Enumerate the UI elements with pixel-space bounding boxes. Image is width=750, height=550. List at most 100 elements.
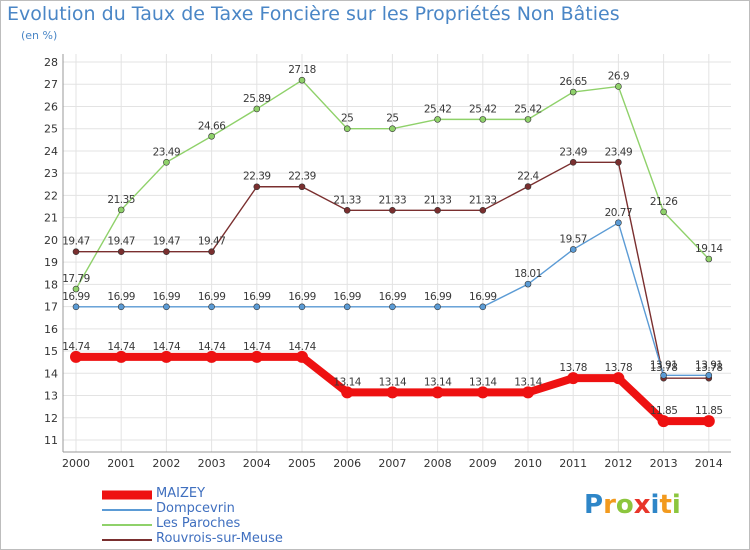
y-tick-label: 12 — [44, 412, 58, 425]
point-maizey — [115, 350, 128, 363]
point-les-paroches — [434, 116, 441, 123]
logo-letter: r — [603, 490, 616, 520]
point-maizey — [567, 372, 580, 385]
x-tick-label: 2006 — [333, 457, 361, 470]
x-tick-label: 2013 — [650, 457, 678, 470]
logo-letter: t — [659, 490, 672, 520]
point-dompcevrin — [117, 303, 125, 311]
logo-letter: i — [671, 490, 681, 520]
point-maizey — [70, 350, 82, 363]
point-dompcevrin — [208, 303, 215, 311]
point-dompcevrin — [389, 303, 396, 311]
point-les-paroches — [524, 116, 532, 123]
data-label-les-paroches: 19.14 — [695, 243, 723, 255]
point-les-paroches — [72, 285, 80, 293]
data-label-maizey: 13.14 — [379, 376, 407, 388]
data-label-rouvrois-sur-meuse: 19.47 — [153, 236, 181, 248]
point-les-paroches — [343, 125, 351, 133]
y-tick-label: 27 — [44, 78, 58, 91]
point-les-paroches — [569, 88, 577, 96]
data-label-dompcevrin: 13.91 — [650, 359, 678, 371]
data-label-les-paroches: 26.9 — [608, 70, 629, 82]
data-label-maizey: 11.85 — [650, 405, 678, 417]
x-tick-label: 2008 — [424, 457, 452, 470]
data-label-les-paroches: 17.79 — [62, 273, 90, 285]
point-rouvrois-sur-meuse — [208, 248, 215, 255]
data-label-maizey: 14.74 — [198, 341, 226, 353]
legend-label-maizey: MAIZEY — [156, 486, 206, 501]
point-les-paroches — [208, 132, 215, 140]
data-label-maizey: 13.14 — [514, 376, 542, 388]
point-les-paroches — [117, 206, 125, 214]
logo-letter: i — [650, 490, 660, 520]
data-label-rouvrois-sur-meuse: 21.33 — [469, 194, 497, 206]
data-label-maizey: 13.14 — [424, 376, 452, 388]
legend-swatch-les-paroches — [102, 524, 152, 526]
point-les-paroches — [705, 255, 713, 263]
data-label-les-paroches: 26.65 — [559, 76, 587, 88]
y-tick-label: 16 — [44, 323, 58, 336]
point-maizey — [522, 386, 534, 399]
point-maizey — [612, 372, 625, 385]
data-label-les-paroches: 25 — [341, 113, 353, 125]
data-label-maizey: 13.78 — [605, 362, 633, 374]
data-label-dompcevrin: 16.99 — [333, 291, 361, 303]
data-label-dompcevrin: 16.99 — [424, 291, 452, 303]
legend-swatch-rouvrois-sur-meuse — [102, 539, 152, 541]
point-dompcevrin — [163, 303, 170, 311]
point-les-paroches — [163, 158, 170, 166]
x-tick-label: 2000 — [62, 457, 90, 470]
x-tick-label: 2001 — [107, 457, 135, 470]
point-les-paroches — [389, 125, 396, 133]
data-label-les-paroches: 27.18 — [288, 64, 316, 76]
x-tick-label: 2009 — [469, 457, 497, 470]
data-label-rouvrois-sur-meuse: 19.47 — [62, 236, 90, 248]
point-dompcevrin — [72, 303, 80, 311]
data-label-les-paroches: 25.89 — [243, 93, 271, 105]
point-maizey — [657, 415, 670, 428]
data-label-rouvrois-sur-meuse: 23.49 — [605, 146, 633, 158]
point-maizey — [431, 386, 444, 399]
data-label-maizey: 14.74 — [62, 341, 90, 353]
y-tick-label: 14 — [44, 367, 58, 380]
point-rouvrois-sur-meuse — [434, 207, 441, 214]
point-rouvrois-sur-meuse — [343, 207, 351, 214]
point-rouvrois-sur-meuse — [569, 158, 577, 166]
y-tick-label: 28 — [44, 56, 58, 69]
x-tick-label: 2012 — [604, 457, 632, 470]
point-maizey — [476, 386, 489, 399]
point-maizey — [160, 350, 173, 363]
point-les-paroches — [298, 76, 306, 84]
data-label-rouvrois-sur-meuse: 21.33 — [333, 194, 361, 206]
point-maizey — [296, 350, 308, 363]
chart-title: Evolution du Taux de Taxe Foncière sur l… — [7, 3, 620, 25]
data-label-dompcevrin: 16.99 — [243, 291, 271, 303]
data-label-maizey: 14.74 — [107, 341, 135, 353]
data-label-dompcevrin: 16.99 — [62, 291, 90, 303]
data-label-les-paroches: 25.42 — [424, 103, 452, 115]
point-dompcevrin — [660, 371, 667, 379]
data-label-maizey: 13.14 — [333, 376, 361, 388]
data-label-dompcevrin: 20.77 — [605, 207, 633, 219]
y-tick-label: 25 — [44, 123, 58, 136]
data-label-rouvrois-sur-meuse: 23.49 — [559, 146, 587, 158]
data-label-les-paroches: 25.42 — [469, 103, 497, 115]
data-label-les-paroches: 25 — [386, 113, 398, 125]
data-label-dompcevrin: 16.99 — [153, 291, 181, 303]
point-les-paroches — [253, 105, 261, 113]
legend-label-les-paroches: Les Paroches — [156, 516, 241, 531]
data-label-rouvrois-sur-meuse: 22.39 — [243, 171, 271, 183]
plot-area — [63, 54, 731, 452]
point-les-paroches — [615, 83, 622, 90]
data-label-les-paroches: 23.49 — [153, 146, 181, 158]
point-rouvrois-sur-meuse — [615, 158, 622, 166]
data-label-rouvrois-sur-meuse: 19.47 — [107, 236, 135, 248]
point-les-paroches — [479, 116, 487, 123]
data-label-rouvrois-sur-meuse: 21.33 — [424, 194, 452, 206]
x-tick-label: 2004 — [243, 457, 271, 470]
logo-letter: o — [615, 490, 634, 520]
logo-letter: P — [584, 490, 604, 520]
y-tick-label: 11 — [44, 434, 58, 447]
point-dompcevrin — [705, 371, 713, 379]
data-label-dompcevrin: 16.99 — [469, 291, 497, 303]
